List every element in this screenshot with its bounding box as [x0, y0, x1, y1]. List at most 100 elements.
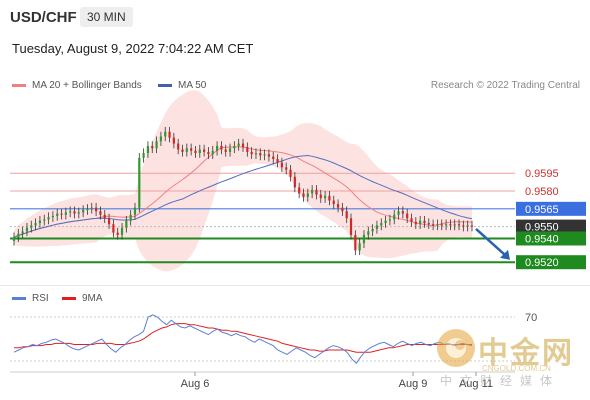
candle-body [246, 147, 249, 152]
candle-body [298, 187, 301, 194]
candle-body [86, 208, 89, 211]
candle-body [133, 207, 137, 215]
candle-body [25, 227, 29, 232]
candle-body [120, 227, 124, 235]
time-tick-label-Aug 6: Aug 6 [181, 378, 210, 390]
candle-body [129, 214, 132, 221]
candle-body [142, 153, 145, 158]
candle-body [393, 214, 396, 220]
level-tag-0.9565 [516, 201, 586, 216]
candle-body [211, 150, 214, 155]
rsi-line [13, 314, 473, 364]
candle-body [449, 224, 452, 226]
candle-body [332, 200, 335, 205]
legend-ma50-label: MA 50 [178, 80, 207, 91]
candle-body [94, 207, 98, 212]
watermark-subtitle: 中文财经媒体 [440, 374, 561, 388]
legend-9ma-label: 9MA [82, 293, 103, 304]
candle-body [12, 237, 16, 241]
legend-rsi: RSI [12, 293, 49, 304]
bollinger-swatch [12, 84, 26, 87]
legend-9ma: 9MA [62, 293, 103, 304]
watermark: 中金网 CNGOLD.COM.CN 中文财经媒体 [430, 326, 590, 388]
candle-body [185, 148, 188, 152]
candle-body [107, 218, 111, 225]
candle-body [194, 150, 197, 154]
candle-body [371, 228, 374, 232]
candle-body [151, 145, 154, 149]
candle-body [82, 210, 85, 213]
watermark-url: CNGOLD.COM.CN [482, 364, 551, 373]
legend-bollinger-label: MA 20 + Bollinger Bands [32, 80, 142, 91]
candle-body [190, 148, 193, 151]
candle-body [73, 211, 76, 214]
candle-body [444, 224, 448, 226]
candle-body [77, 212, 80, 214]
timeframe-button[interactable]: 30 MIN [80, 7, 133, 27]
candle-body [419, 220, 422, 225]
candle-body [462, 225, 465, 227]
rsi-swatch [12, 297, 26, 300]
candle-body [457, 224, 461, 226]
candle-body [112, 224, 115, 233]
candle-body [285, 167, 288, 170]
candle-body [388, 219, 392, 221]
level-label-0.9580: 0.9580 [525, 186, 559, 198]
candle-body [423, 220, 426, 224]
candle-body [354, 234, 357, 251]
candle-body [345, 211, 348, 219]
time-tick-label-Aug 11: Aug 11 [459, 378, 493, 390]
candle-body [410, 218, 413, 222]
level-label-0.9595: 0.9595 [525, 168, 559, 180]
candle-body [138, 157, 141, 208]
candle-body [323, 195, 327, 199]
candle-body [336, 204, 340, 208]
level-tag-0.9550 [516, 219, 586, 234]
candle-body [43, 219, 46, 221]
candle-body [60, 213, 63, 215]
candle-body [228, 148, 232, 152]
candle-body [414, 221, 417, 225]
bollinger-band-fill [14, 90, 472, 272]
candle-body [168, 131, 171, 138]
candle-body [116, 232, 119, 235]
ma50-swatch [158, 84, 172, 87]
candle-body [172, 137, 175, 144]
candle-body [125, 220, 128, 228]
candle-body [250, 151, 253, 155]
candle-body [306, 193, 309, 197]
candle-body [47, 217, 50, 220]
candle-body [146, 145, 150, 154]
candle-body [237, 143, 240, 146]
candle-body [215, 145, 219, 151]
time-tick-label-Aug 9: Aug 9 [399, 378, 428, 390]
header-bar: USD/CHF 30 MIN [0, 0, 590, 36]
candle-body [181, 149, 184, 152]
candle-body [367, 231, 370, 235]
candle-body [17, 233, 20, 238]
candle-body [349, 218, 353, 235]
candle-body [30, 225, 33, 228]
candle-body [159, 136, 163, 142]
panel-divider [0, 285, 590, 286]
candle-body [259, 153, 262, 156]
level-label-0.9540: 0.9540 [525, 233, 559, 245]
candle-body [453, 224, 456, 226]
watermark-logo-icon [437, 329, 475, 367]
level-tag-0.9540 [516, 231, 586, 246]
candle-body [319, 194, 322, 199]
candle-body [224, 149, 227, 152]
forecast-arrow-head [500, 249, 510, 260]
candle-body [56, 213, 59, 216]
candle-body [38, 220, 42, 224]
candle-body [34, 223, 37, 226]
candle-body [302, 193, 305, 197]
candle-body [155, 141, 158, 149]
candle-body [233, 145, 236, 149]
candle-body [466, 225, 469, 227]
candle-body [241, 143, 245, 148]
candle-body [289, 169, 292, 177]
candle-body [164, 131, 167, 137]
candle-body [207, 151, 210, 155]
